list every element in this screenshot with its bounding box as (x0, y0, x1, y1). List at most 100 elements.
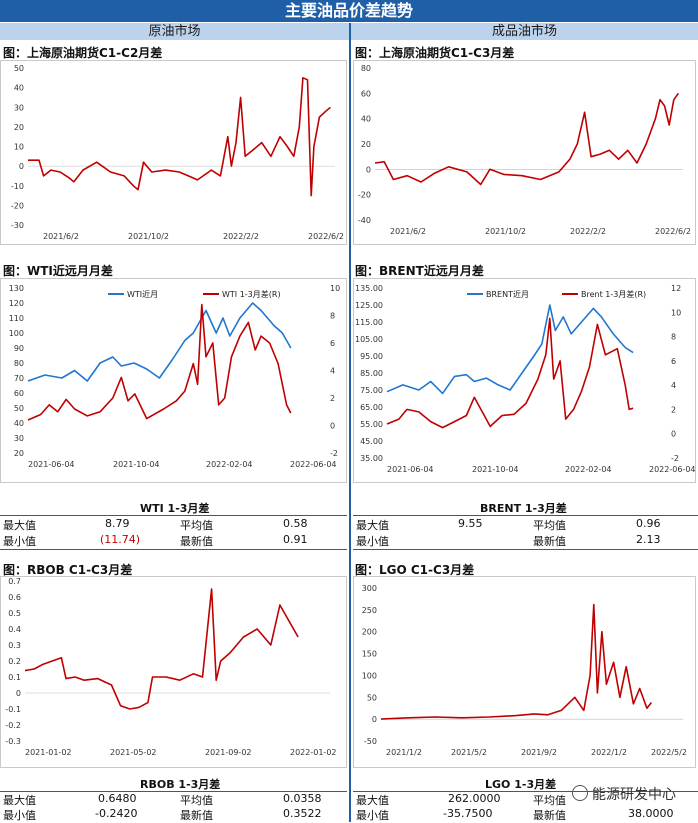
chart-title-sc: 图：上海原油期货C1-C2月差 (3, 46, 163, 60)
y-tick-label: 95.00 (360, 352, 383, 361)
series-line (374, 92, 680, 186)
y2-tick-label: 6 (330, 339, 335, 348)
stats-wti: 最大值 8.79 平均值 0.58 最小值 (11.74) 最新值 0.91 (0, 517, 347, 549)
y-tick-label: 100 (9, 329, 24, 338)
y-tick-label: 55.00 (360, 420, 383, 429)
y-tick-label: 120 (9, 299, 24, 308)
label: 最新值 (180, 535, 213, 548)
chart-frame (353, 60, 696, 245)
x-tick-label: 2021/6/2 (43, 232, 79, 241)
y-tick-label: 0 (372, 715, 377, 724)
chart-rbob: 0.7 0.6 0.5 0.4 0.3 0.2 0.1 0 -0.1 -0.2 -0.3 2021-0… (0, 576, 347, 768)
y-tick-label: 20 (14, 123, 24, 132)
x-tick-label: 2022/6/2 (655, 227, 691, 236)
x-tick-label: 2021/10/2 (485, 227, 526, 236)
legend-label: BRENT近月 (486, 289, 529, 299)
chart-frame (0, 576, 347, 768)
y2-tick-label: 10 (671, 308, 681, 317)
section-products: 成品油市场 (351, 23, 698, 40)
watermark-text: 能源研发中心 (592, 787, 676, 803)
label: 平均值 (533, 794, 566, 807)
x-tick-label: 2022/2/2 (223, 232, 259, 241)
y-tick-label: 70 (14, 374, 24, 383)
y-tick-label: 115.00 (355, 318, 383, 327)
label: 最新值 (533, 535, 566, 548)
value: 0.0358 (283, 792, 322, 805)
y2-tick-label: 8 (330, 312, 335, 321)
y-tick-label: 30 (14, 434, 24, 443)
x-tick-label: 2022-01-02 (290, 748, 337, 757)
y-tick-label: 80 (14, 359, 24, 368)
x-tick-label: 2022/5/2 (651, 748, 687, 757)
x-tick-label: 2021/5/2 (451, 748, 487, 757)
y-tick-label: 20 (14, 449, 24, 458)
chart-frame (0, 60, 347, 245)
series-line (27, 303, 292, 421)
value: 2.13 (636, 533, 661, 546)
y-tick-label: 20 (361, 140, 371, 149)
y2-tick-label: 2 (671, 405, 676, 414)
y-tick-label: 200 (362, 628, 377, 637)
y-tick-label: 0.5 (8, 609, 21, 618)
x-tick-label: 2022-06-04 (290, 460, 337, 469)
y-tick-label: 45.00 (360, 437, 383, 446)
value: (11.74) (100, 533, 141, 546)
y-tick-label: -0.3 (5, 737, 21, 746)
y-tick-label: 75.00 (360, 386, 383, 395)
y-tick-label: 60 (361, 89, 371, 98)
legend-label: Brent 1-3月差(R) (581, 289, 646, 299)
chart-title-lgo: 图：LGO C1-C3月差 (355, 563, 475, 577)
label: 最小值 (3, 809, 36, 822)
x-tick-label: 2022-02-04 (206, 460, 253, 469)
legend-label: WTI近月 (127, 289, 158, 299)
label: 最新值 (180, 809, 213, 822)
label: 平均值 (533, 519, 566, 532)
y-tick-label: 90 (14, 344, 24, 353)
stats-title-wti: WTI 1-3月差 (140, 502, 210, 515)
y2-tick-label: 0 (671, 430, 676, 439)
y-tick-label: 0.3 (8, 641, 21, 650)
y-tick-label: 0 (16, 689, 21, 698)
y-tick-label: 50 (14, 64, 24, 73)
y-tick-label: 60 (14, 389, 24, 398)
y-tick-label: 80 (361, 64, 371, 73)
page-title: 主要油品价差趋势 (0, 0, 698, 22)
x-tick-label: 2021/9/2 (521, 748, 557, 757)
series-line (386, 317, 634, 429)
wechat-icon (572, 785, 588, 801)
y-tick-label: 50 (14, 404, 24, 413)
value: 0.3522 (283, 807, 322, 820)
label: 最大值 (356, 519, 389, 532)
y-tick-label: 0.6 (8, 593, 21, 602)
value: 262.0000 (448, 792, 501, 805)
stats-title-brent: BRENT 1-3月差 (480, 502, 567, 515)
stats-title-rbob: RBOB 1-3月差 (140, 778, 221, 791)
value: 0.91 (283, 533, 308, 546)
x-tick-label: 2022-06-04 (649, 465, 696, 474)
watermark: 能源研发中心 (572, 784, 676, 804)
chart-frame (353, 576, 696, 768)
value: 0.96 (636, 517, 661, 530)
y2-tick-label: 12 (671, 284, 681, 293)
chart-title-brent: 图：BRENT近远月月差 (355, 264, 484, 278)
series-line (28, 76, 331, 197)
y-tick-label: -0.1 (5, 705, 21, 714)
label: 平均值 (180, 794, 213, 807)
divider (349, 23, 351, 822)
x-tick-label: 2021-10-04 (472, 465, 519, 474)
y-tick-label: 50 (367, 693, 377, 702)
y-tick-label: 40 (361, 115, 371, 124)
value: 0.58 (283, 517, 308, 530)
x-tick-label: 2021-05-02 (110, 748, 157, 757)
label: 最大值 (356, 794, 389, 807)
y-tick-label: 125.00 (355, 301, 383, 310)
y-tick-label: 40 (14, 419, 24, 428)
label: 最大值 (3, 794, 36, 807)
chart-sc3: 80 60 40 20 0 -20 -40 2021/6/2 2021/10/2 2022/2/2… (353, 60, 696, 245)
y-tick-label: 10 (14, 143, 24, 152)
value: -35.7500 (443, 807, 493, 820)
x-tick-label: 2021-06-04 (28, 460, 75, 469)
y-tick-label: -50 (364, 737, 377, 746)
chart-lgo: 300 250 200 150 100 50 0 -50 2021/1/2 2021/5/2 202… (353, 576, 696, 768)
y-tick-label: 105.00 (355, 335, 383, 344)
